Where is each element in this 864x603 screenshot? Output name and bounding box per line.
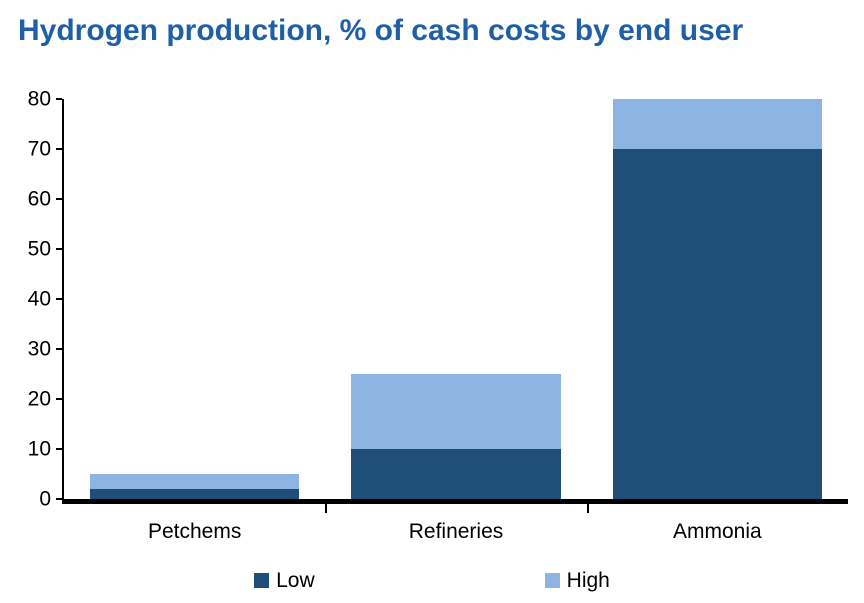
chart-title: Hydrogen production, % of cash costs by … [18, 14, 744, 47]
legend-label-low: Low [276, 568, 315, 592]
y-tick-label: 80 [27, 87, 51, 110]
y-tick-mark [56, 447, 62, 450]
bar-petchems [64, 99, 325, 499]
x-category-label: Petchems [147, 519, 242, 543]
x-axis-labels: Petchems Refineries Ammonia [64, 520, 848, 544]
y-tick-label: 60 [27, 187, 51, 210]
y-tick-label: 30 [27, 337, 51, 360]
y-tick-mark [56, 297, 62, 300]
y-tick-label: 40 [27, 287, 51, 310]
y-tick-mark [56, 147, 62, 150]
y-tick-label: 20 [27, 387, 51, 410]
y-tick-mark [56, 397, 62, 400]
legend-item-high: High [544, 568, 610, 592]
legend: Low High [16, 570, 848, 591]
bar-segment-high-refineries [351, 373, 561, 449]
x-category-label: Ammonia [672, 519, 762, 543]
y-tick-mark [56, 97, 62, 100]
x-category-label: Refineries [408, 519, 504, 543]
y-tick-label: 0 [39, 487, 51, 510]
bar-ammonia [587, 98, 848, 499]
x-axis-separator-tick [325, 503, 328, 513]
legend-swatch-low [254, 572, 270, 588]
bar-segment-high-ammonia [612, 98, 822, 149]
y-tick-label: 50 [27, 237, 51, 260]
bar-segment-high-petchems [90, 473, 300, 489]
legend-item-low: Low [254, 570, 315, 591]
legend-swatch-high [544, 572, 560, 588]
y-axis: 0 10 20 30 40 50 60 70 80 [16, 88, 62, 509]
bar-refineries [325, 99, 586, 499]
y-tick-mark [56, 497, 62, 500]
bar-segment-low-refineries [351, 448, 561, 499]
y-tick-label: 10 [27, 437, 51, 460]
bar-segment-low-ammonia [612, 148, 822, 499]
y-tick-label: 70 [27, 137, 51, 160]
y-tick-mark [56, 347, 62, 350]
bar-segment-low-petchems [90, 488, 300, 499]
chart-area: 0 10 20 30 40 50 60 70 80 [16, 88, 848, 513]
legend-label-high: High [566, 568, 610, 592]
plot-area [62, 98, 848, 513]
y-tick-mark [56, 247, 62, 250]
x-axis-separator-tick [586, 503, 589, 513]
y-tick-mark [56, 197, 62, 200]
